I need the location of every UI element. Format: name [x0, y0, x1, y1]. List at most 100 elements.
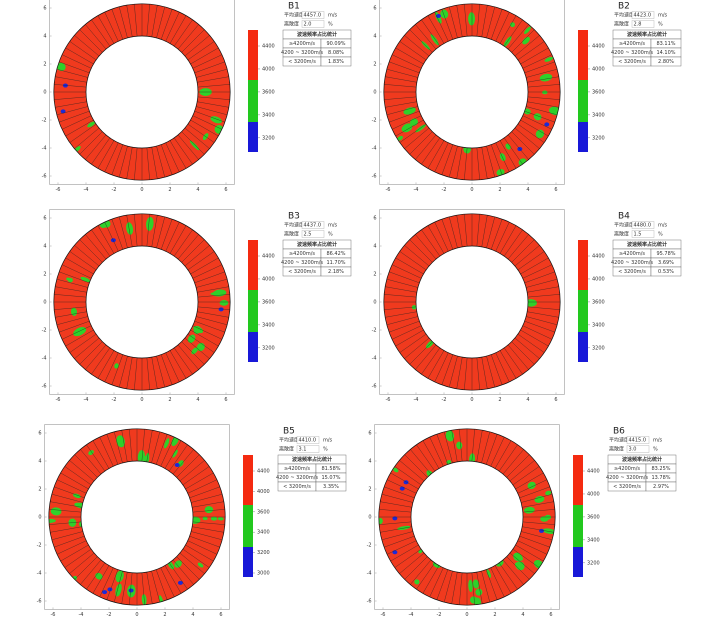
radial-line: [184, 35, 210, 57]
radial-line: [156, 216, 165, 248]
x-tick-label: 0: [135, 612, 138, 618]
colorbar-tick-label: 3400: [592, 322, 605, 328]
table-range: < 3200m/s: [283, 484, 311, 490]
low-velocity-zone: [50, 507, 62, 516]
radial-line: [194, 110, 225, 123]
low-velocity-zone: [197, 562, 204, 568]
colorbar-tick-label: 3200: [592, 135, 605, 141]
field-unit: %: [328, 22, 333, 28]
radial-line: [495, 221, 510, 252]
radial-line: [173, 229, 193, 257]
radial-line: [121, 430, 128, 462]
low-velocity-zone: [378, 517, 383, 525]
table-percent: 81.58%: [321, 466, 340, 472]
radial-line: [134, 214, 138, 247]
x-tick-label: 0: [470, 397, 473, 403]
radial-line: [187, 41, 215, 61]
low-velocity-zone: [393, 467, 399, 473]
radial-line: [114, 571, 123, 603]
x-tick-label: 2: [493, 612, 496, 618]
radial-line: [498, 444, 518, 472]
radial-line: [481, 147, 488, 179]
radial-line: [169, 15, 187, 44]
radial-line: [91, 137, 111, 165]
radial-line: [422, 440, 440, 469]
field-input: [296, 445, 320, 453]
radial-line: [85, 234, 107, 260]
colorbar-tick-label: 3000: [257, 571, 270, 577]
y-tick-label: -4: [367, 571, 372, 577]
colorbar-tick-label: 3200: [262, 345, 275, 351]
low-velocity-zone: [440, 9, 449, 19]
radial-line: [481, 571, 490, 603]
table-percent: 90.09%: [326, 41, 345, 47]
table-percent: 2.18%: [328, 269, 344, 275]
panel-label: B4: [618, 212, 630, 222]
colorbar-tick-label: 3400: [262, 322, 275, 328]
radial-line: [74, 556, 98, 580]
radial-line: [522, 521, 555, 525]
radial-line: [434, 11, 449, 42]
radial-line: [97, 225, 115, 254]
radial-line: [160, 436, 175, 467]
radial-line: [126, 215, 133, 247]
radial-line: [189, 486, 220, 499]
field-value: 4410.0: [299, 438, 317, 444]
table-percent: 83.25%: [651, 466, 670, 472]
radial-line: [74, 35, 100, 57]
table-range: 4200 ~ 3200m/s: [281, 50, 323, 56]
radial-line: [196, 106, 228, 115]
radial-line: [59, 110, 90, 123]
y-tick-label: -6: [37, 599, 42, 605]
radial-line: [379, 521, 412, 525]
field-value: 2.5: [304, 232, 312, 238]
table-range: < 3200m/s: [613, 484, 641, 490]
field-label: 离散度: [614, 231, 629, 238]
radial-line: [192, 526, 224, 533]
radial-line: [164, 440, 182, 469]
very-low-velocity-zone: [392, 516, 398, 521]
y-tick-label: 0: [373, 300, 376, 306]
colorbar-tick-label: 3600: [592, 89, 605, 95]
low-velocity-zone: [80, 276, 91, 283]
radial-line: [503, 347, 523, 375]
radial-line: [191, 494, 223, 503]
y-tick-label: -4: [372, 356, 377, 362]
radial-line: [494, 565, 512, 594]
radial-line: [74, 127, 100, 149]
colorbar-tick-label: 3600: [592, 299, 605, 305]
y-tick-label: 4: [373, 34, 376, 40]
radial-line: [527, 294, 560, 298]
radial-line: [502, 449, 524, 475]
radial-line: [385, 286, 417, 293]
radial-line: [404, 35, 430, 57]
radial-line: [526, 279, 558, 288]
colorbar-tick-label: 3400: [262, 112, 275, 118]
radial-line: [527, 306, 560, 310]
y-tick-label: 0: [373, 90, 376, 96]
radial-line: [380, 526, 412, 533]
radial-line: [65, 47, 94, 65]
radial-line: [160, 144, 173, 175]
low-velocity-zone: [533, 113, 542, 121]
field-value: 4415.0: [629, 438, 647, 444]
radial-line: [160, 354, 173, 385]
x-tick-label: -6: [386, 187, 391, 193]
radial-line: [379, 509, 412, 513]
radial-line: [141, 429, 145, 462]
y-tick-label: 2: [38, 487, 41, 493]
radial-line: [155, 569, 168, 600]
radial-line: [514, 35, 540, 57]
radial-line: [451, 572, 458, 604]
radial-line: [192, 115, 223, 130]
radial-line: [385, 101, 417, 108]
low-velocity-zone: [88, 450, 94, 456]
y-tick-label: -2: [42, 328, 47, 334]
radial-line: [184, 127, 210, 149]
radial-line: [190, 47, 219, 65]
low-velocity-zone: [219, 300, 229, 306]
field-value: 4480.0: [634, 223, 652, 229]
y-tick-label: 2: [373, 272, 376, 278]
radial-line: [56, 540, 87, 555]
radial-line: [197, 96, 230, 100]
